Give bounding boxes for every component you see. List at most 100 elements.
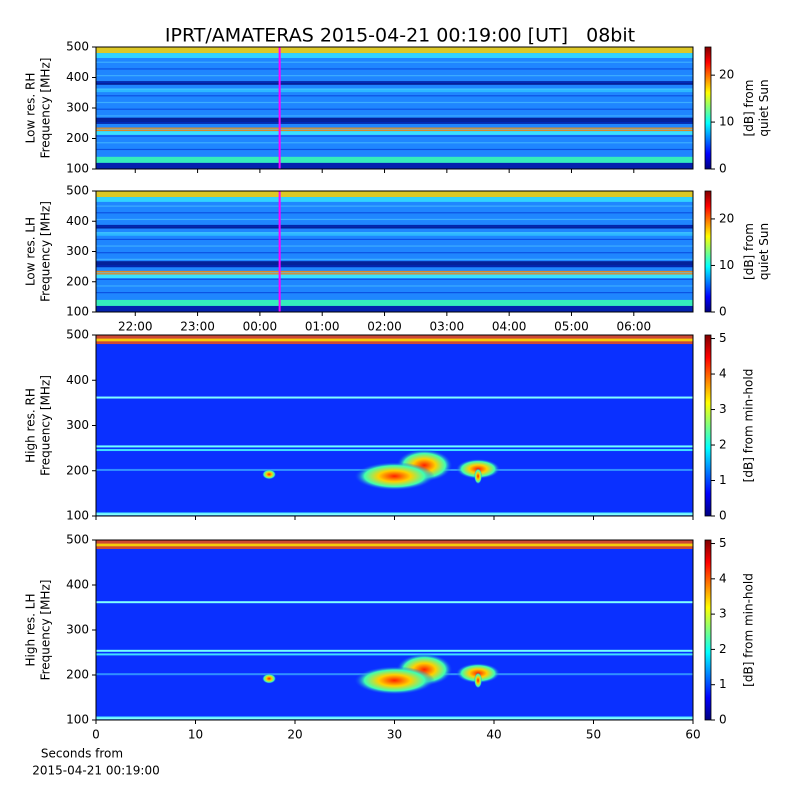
spectrogram-bg [96, 47, 693, 169]
colorbar-label: [dB] from [742, 223, 756, 280]
colorbar-tick-label: 10 [719, 258, 734, 272]
colorbar [704, 334, 712, 517]
spectrogram-band [96, 197, 693, 202]
y-tick-label: 200 [66, 668, 89, 682]
y-tick-label: 200 [66, 131, 89, 145]
x-tick-label: 40 [486, 728, 501, 742]
spectrogram-band [96, 543, 693, 547]
spectrogram-band [96, 115, 693, 117]
y-tick-label: 300 [66, 101, 89, 115]
spectrogram-band [96, 232, 693, 236]
spectrogram-band [96, 396, 693, 399]
y-axis-label: Frequency [MHz] [39, 580, 53, 681]
spectrogram-band [96, 131, 693, 135]
colorbar-tick-label: 10 [719, 115, 734, 129]
spectrogram [96, 335, 693, 516]
colorbar-tick-label: 4 [719, 367, 727, 381]
colorbar-tick-label: 0 [719, 713, 727, 727]
colorbar-tick-label: 5 [719, 536, 727, 550]
colorbar-label: [dB] from [742, 80, 756, 137]
spectrogram-band [96, 653, 693, 656]
spectrogram-band [96, 338, 693, 342]
colorbar-label: quiet Sun [757, 223, 771, 280]
x-tick-label: 30 [387, 728, 402, 742]
spectrogram-band [96, 513, 693, 516]
colorbar-label: [dB] from min-hold [742, 369, 756, 483]
spectrogram-band [96, 445, 693, 448]
spectrogram-band [96, 135, 693, 137]
x-tick-label: 22:00 [118, 320, 153, 334]
spectrogram-band [96, 449, 693, 452]
burst-region [474, 672, 483, 689]
y-axis-label: High res. LH [24, 593, 38, 666]
x-axis-label: 2015-04-21 00:19:00 [32, 764, 159, 778]
burst-region [262, 469, 277, 480]
y-axis-label: High res. RH [24, 388, 38, 463]
y-axis-label: Frequency [MHz] [39, 375, 53, 476]
spectrogram-band [96, 122, 693, 124]
spectrogram-band [96, 117, 693, 124]
x-tick-label: 0 [92, 728, 100, 742]
y-axis-label: Frequency [MHz] [39, 201, 53, 302]
colorbar-label: [dB] from min-hold [742, 573, 756, 687]
spectrogram-band [96, 47, 693, 54]
spectrogram-band [96, 218, 693, 221]
x-tick-label: 02:00 [367, 320, 402, 334]
burst-region [474, 468, 483, 485]
colorbar-tick-label: 20 [719, 211, 734, 225]
colorbar-tick-label: 5 [719, 331, 727, 345]
y-tick-label: 300 [66, 418, 89, 432]
y-tick-label: 300 [66, 244, 89, 258]
spectrogram-band [96, 225, 693, 227]
spectrogram [96, 540, 693, 720]
colorbar-tick-label: 0 [719, 305, 727, 319]
spectrogram-band [96, 81, 693, 85]
colorbar-tick-label: 3 [719, 607, 727, 621]
colorbar-tick-label: 2 [719, 438, 727, 452]
spectrogram-band [96, 299, 693, 306]
x-tick-label: 50 [586, 728, 601, 742]
colorbar-tick-label: 1 [719, 677, 727, 691]
colorbar [704, 539, 712, 721]
y-axis-label: Frequency [MHz] [39, 58, 53, 159]
colorbar-tick-label: 0 [719, 162, 727, 176]
spectrogram-band [96, 162, 693, 169]
x-axis-label: Seconds from [41, 747, 123, 761]
x-tick-label: 01:00 [305, 320, 340, 334]
x-tick-label: 23:00 [180, 320, 215, 334]
spectrogram-bg [96, 191, 693, 312]
spectrogram-band [96, 649, 693, 652]
spectrogram-band [96, 142, 693, 144]
spectrogram-band [96, 108, 693, 110]
burst-region [262, 673, 277, 684]
spectrogram-band [96, 274, 693, 279]
y-tick-label: 100 [66, 713, 89, 727]
spectrogram-band [96, 53, 693, 58]
x-tick-label: 60 [685, 728, 700, 742]
y-tick-label: 500 [66, 533, 89, 547]
colorbar-tick-label: 2 [719, 642, 727, 656]
spectrogram-band [96, 191, 693, 198]
y-tick-label: 500 [66, 40, 89, 54]
spectrogram-band [96, 292, 693, 294]
spectrogram-band [96, 305, 693, 312]
x-tick-label: 03:00 [430, 320, 465, 334]
x-tick-label: 10 [188, 728, 203, 742]
colorbar-label: quiet Sun [757, 79, 771, 136]
colorbar-tick-label: 4 [719, 571, 727, 585]
x-tick-label: 05:00 [554, 320, 589, 334]
spectrogram-band [96, 128, 693, 130]
spectrogram-band [96, 81, 693, 83]
spectrogram-band [96, 245, 693, 247]
y-tick-label: 500 [66, 184, 89, 198]
x-tick-label: 04:00 [492, 320, 527, 334]
spectrogram-band [96, 75, 693, 77]
spectrogram-band [96, 148, 693, 151]
y-tick-label: 400 [66, 214, 89, 228]
spectrogram-band [96, 258, 693, 260]
spectrogram-band [96, 95, 693, 97]
y-tick-label: 500 [66, 328, 89, 342]
spectrogram-band [96, 278, 693, 280]
y-tick-label: 400 [66, 578, 89, 592]
